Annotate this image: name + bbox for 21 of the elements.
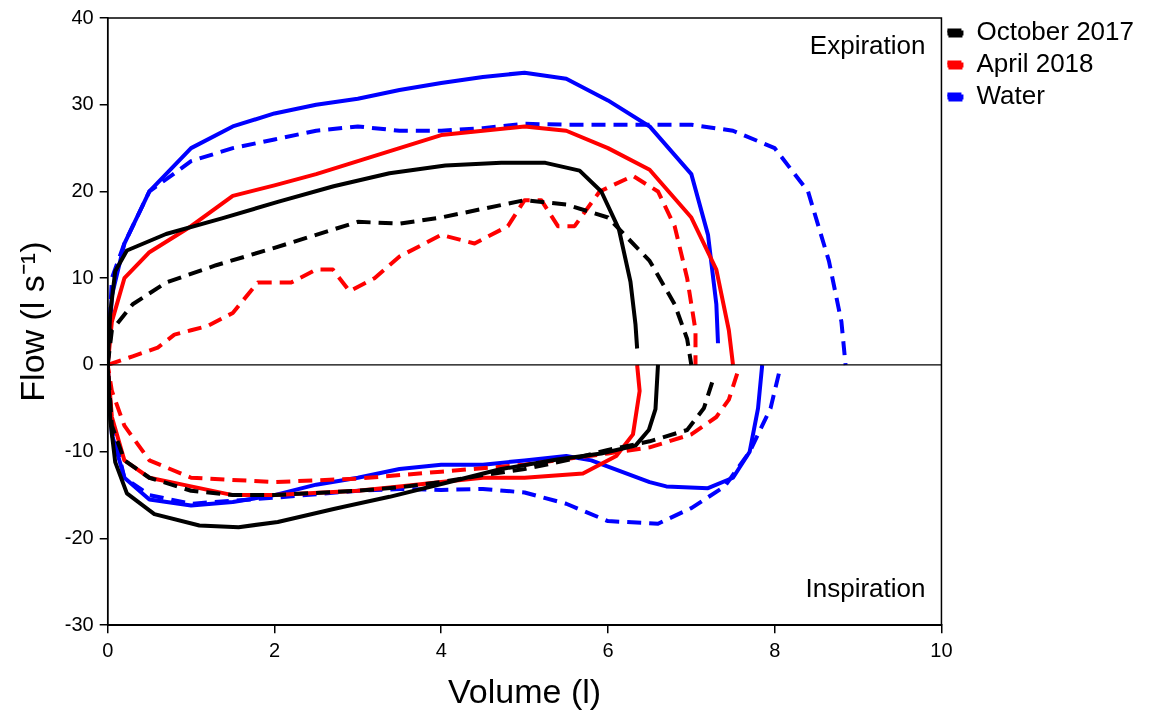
y-tick-label: 0 bbox=[82, 352, 94, 375]
x-tick-label: 2 bbox=[268, 638, 281, 661]
x-tick-label: 8 bbox=[769, 638, 781, 661]
x-tick-label: 0 bbox=[102, 638, 114, 661]
y-tick-label: -10 bbox=[64, 439, 94, 462]
x-tick-label: 6 bbox=[602, 638, 614, 661]
legend-label: Water bbox=[976, 80, 1046, 111]
y-axis-title: Flow (l s⁻¹) bbox=[12, 241, 51, 402]
annotation: Inspiration bbox=[805, 573, 926, 604]
annotation: Expiration bbox=[809, 30, 926, 61]
y-tick-label: -20 bbox=[64, 525, 94, 548]
x-tick-label: 10 bbox=[930, 638, 953, 661]
y-tick-label: 20 bbox=[71, 179, 94, 201]
y-tick-label: 40 bbox=[71, 5, 94, 28]
legend-label: April 2018 bbox=[976, 48, 1094, 79]
y-tick-label: 10 bbox=[71, 265, 94, 288]
legend-label: October 2017 bbox=[976, 16, 1135, 47]
x-tick-label: 4 bbox=[435, 638, 447, 661]
y-tick-label: 30 bbox=[71, 92, 94, 115]
x-axis-title: Volume (l) bbox=[448, 671, 602, 710]
y-tick-label: -30 bbox=[64, 612, 94, 635]
